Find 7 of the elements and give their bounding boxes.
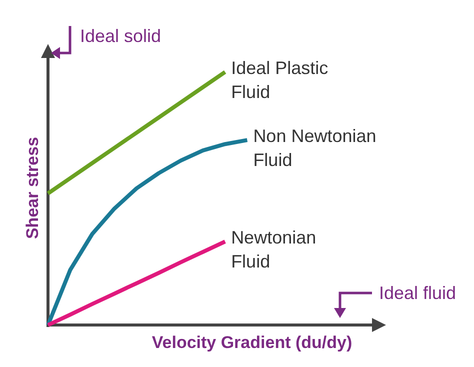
series-label: Ideal Plastic Fluid bbox=[231, 58, 328, 102]
y-axis-title: Shear stress bbox=[23, 136, 42, 240]
series-label: Non Newtonian Fluid bbox=[253, 126, 376, 170]
series-label: Newtonian Fluid bbox=[231, 228, 316, 272]
text: Ideal solid bbox=[80, 26, 162, 46]
text: Ideal fluid bbox=[379, 283, 456, 303]
x-axis-title: Velocity Gradient (du/dy) bbox=[152, 333, 352, 352]
